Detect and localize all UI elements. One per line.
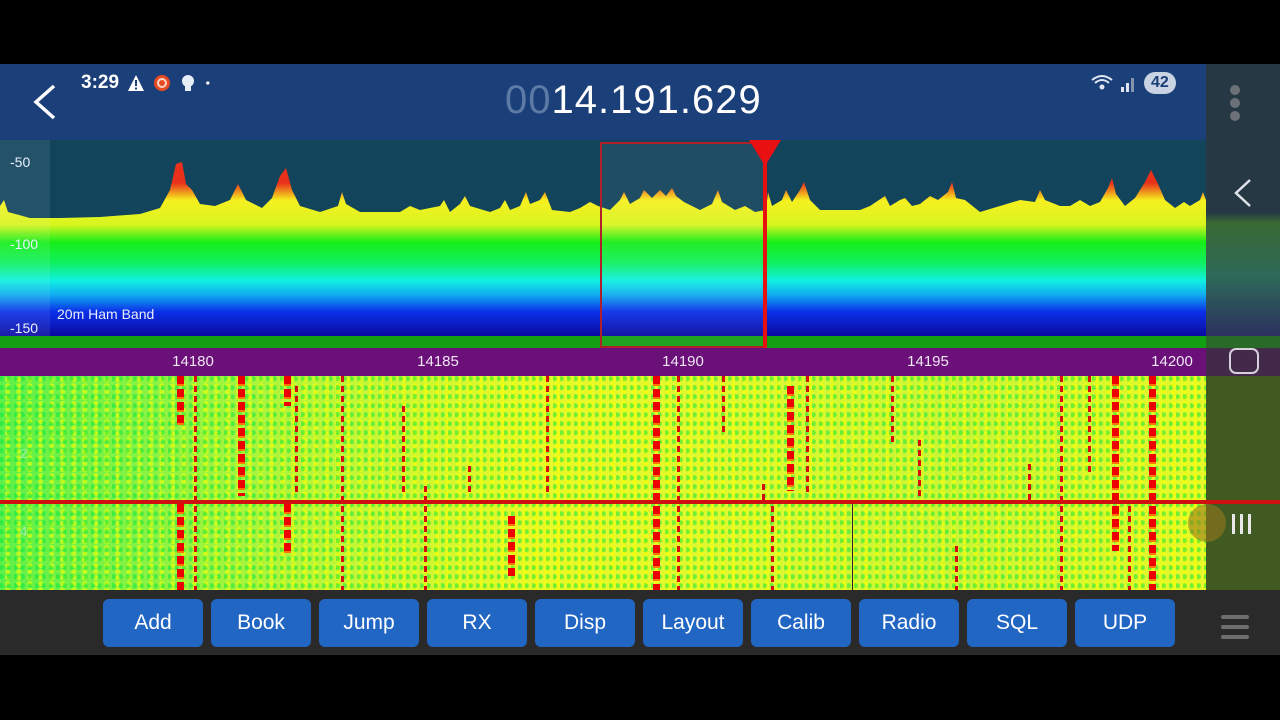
signal-trace bbox=[677, 376, 680, 590]
signal-trace bbox=[194, 376, 197, 590]
waterfall-marker-line bbox=[852, 502, 853, 590]
signal-trace bbox=[1112, 376, 1119, 551]
top-bar: 3:29 0014.191.629 42 bbox=[0, 64, 1206, 140]
signal-trace bbox=[918, 440, 921, 500]
signal-trace bbox=[787, 386, 794, 491]
frequency-axis[interactable]: 14180 14185 14190 14195 14200 bbox=[0, 348, 1206, 376]
signal-trace bbox=[1060, 376, 1063, 590]
nav-back-icon[interactable] bbox=[1232, 176, 1254, 210]
signal-trace bbox=[424, 486, 427, 590]
waterfall-row-label: 2 bbox=[20, 446, 28, 461]
signal-trace bbox=[341, 376, 344, 590]
clock: 3:29 bbox=[81, 72, 120, 93]
signal-trace bbox=[295, 386, 298, 496]
status-bar: 3:29 bbox=[81, 72, 215, 94]
radio-button[interactable]: Radio bbox=[859, 599, 959, 647]
band-indicator-bar bbox=[0, 336, 1206, 348]
waterfall-row-label: 4 bbox=[20, 524, 28, 539]
signal-trace bbox=[402, 406, 405, 496]
signal-trace bbox=[771, 506, 774, 590]
back-icon[interactable] bbox=[28, 82, 64, 122]
y-label-mid: -100 bbox=[10, 236, 39, 252]
dot-icon bbox=[206, 81, 210, 85]
signal-icon bbox=[1121, 78, 1134, 92]
signal-trace bbox=[238, 376, 245, 496]
signal-trace bbox=[508, 516, 515, 576]
book-button[interactable]: Book bbox=[211, 599, 311, 647]
y-label-bottom: -150 bbox=[10, 320, 39, 336]
frequency-display[interactable]: 0014.191.629 bbox=[505, 78, 762, 123]
nav-overlay-spectrum bbox=[1206, 140, 1280, 348]
axis-tick: 14190 bbox=[662, 353, 704, 370]
nav-overlay-top bbox=[1206, 64, 1280, 140]
frequency-leading-digits: 00 bbox=[505, 78, 552, 122]
signal-trace bbox=[955, 546, 958, 590]
nav-overlay-axis bbox=[1206, 336, 1280, 376]
signal-trace bbox=[1128, 506, 1131, 590]
touch-indicator bbox=[1188, 504, 1226, 542]
disp-button[interactable]: Disp bbox=[535, 599, 635, 647]
signal-trace bbox=[284, 376, 291, 406]
signal-trace bbox=[1028, 464, 1031, 500]
signal-trace bbox=[177, 376, 184, 426]
waterfall-display[interactable]: 2 4 bbox=[0, 376, 1206, 590]
axis-tick: 14195 bbox=[907, 353, 949, 370]
hamburger-menu-icon[interactable] bbox=[1221, 609, 1249, 645]
layout-button[interactable]: Layout bbox=[643, 599, 743, 647]
signal-trace bbox=[284, 504, 291, 554]
tuning-marker-icon[interactable] bbox=[749, 140, 781, 166]
tuning-overlay bbox=[0, 140, 1206, 348]
bottom-toolbar: Add Book Jump RX Disp Layout Calib Radio… bbox=[0, 590, 1280, 655]
app-notification-icon bbox=[154, 75, 171, 91]
jump-button[interactable]: Jump bbox=[319, 599, 419, 647]
app-screen: 3:29 0014.191.629 42 bbox=[0, 64, 1280, 655]
system-icons: 42 bbox=[1090, 72, 1176, 94]
rx-button[interactable]: RX bbox=[427, 599, 527, 647]
spectrum-trace bbox=[0, 162, 1206, 336]
signal-trace bbox=[1149, 376, 1156, 590]
add-button[interactable]: Add bbox=[103, 599, 203, 647]
bulb-icon bbox=[182, 75, 195, 91]
signal-trace bbox=[806, 376, 809, 496]
battery-indicator: 42 bbox=[1144, 72, 1176, 94]
signal-trace bbox=[891, 376, 894, 446]
axis-tick: 14185 bbox=[417, 353, 459, 370]
signal-trace bbox=[177, 504, 184, 590]
filter-passband[interactable] bbox=[600, 142, 765, 348]
nav-home-icon[interactable] bbox=[1229, 348, 1259, 374]
signal-trace bbox=[722, 376, 725, 436]
warning-icon bbox=[128, 75, 145, 91]
calib-button[interactable]: Calib bbox=[751, 599, 851, 647]
y-axis-panel: -50 -100 -150 bbox=[0, 140, 50, 336]
frequency-value: 14.191.629 bbox=[551, 78, 762, 122]
waterfall-time-marker bbox=[0, 500, 1280, 504]
axis-tick: 14180 bbox=[172, 353, 214, 370]
wifi-icon bbox=[1091, 75, 1113, 90]
signal-trace bbox=[1088, 376, 1091, 476]
signal-trace bbox=[762, 484, 765, 502]
nav-overlay-waterfall bbox=[1188, 376, 1280, 590]
tuning-line[interactable] bbox=[763, 140, 767, 348]
overflow-menu-icon[interactable] bbox=[1227, 82, 1243, 124]
signal-trace bbox=[546, 376, 549, 496]
signal-trace bbox=[653, 376, 660, 590]
udp-button[interactable]: UDP bbox=[1075, 599, 1175, 647]
axis-tick: 14200 bbox=[1151, 353, 1193, 370]
signal-trace bbox=[468, 466, 471, 496]
y-label-top: -50 bbox=[10, 154, 31, 170]
nav-recents-icon[interactable] bbox=[1232, 514, 1251, 534]
band-name-label: 20m Ham Band bbox=[57, 306, 155, 322]
sql-button[interactable]: SQL bbox=[967, 599, 1067, 647]
spectrum-display[interactable]: -50 -100 -150 20m Ham Band bbox=[0, 140, 1206, 336]
